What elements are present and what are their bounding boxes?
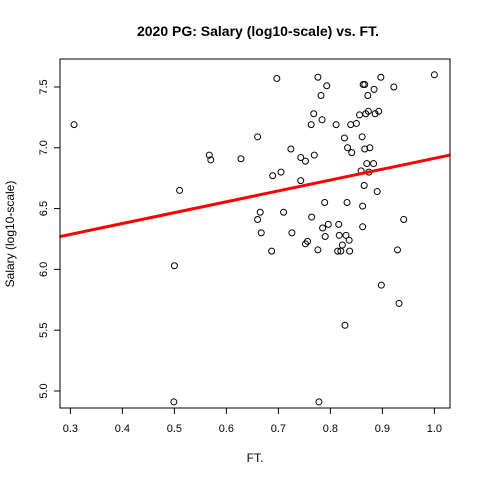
data-point (277, 168, 285, 176)
data-point (370, 160, 378, 168)
x-tick-label: 0.9 (375, 423, 390, 435)
data-point (371, 110, 379, 118)
data-point (361, 145, 369, 153)
data-point (254, 133, 262, 141)
data-point (358, 133, 366, 141)
data-point (324, 220, 332, 228)
data-point (363, 160, 371, 168)
data-point (347, 121, 355, 129)
data-point (334, 247, 342, 255)
data-point (340, 134, 348, 142)
data-point (318, 116, 326, 124)
y-tick-label: 7.5 (38, 79, 50, 94)
x-tick-label: 0.4 (115, 423, 130, 435)
data-point (341, 321, 349, 329)
data-point (430, 71, 438, 79)
data-point (400, 216, 408, 224)
y-tick-label: 6.0 (38, 262, 50, 277)
data-point (170, 398, 178, 406)
data-point (342, 231, 350, 239)
data-point (343, 198, 351, 206)
data-point (237, 155, 245, 163)
data-point (375, 107, 383, 115)
x-tick-label: 0.3 (63, 423, 78, 435)
data-point (308, 213, 316, 221)
data-point (360, 181, 368, 189)
data-point (319, 224, 327, 232)
y-tick-label: 7.0 (38, 140, 50, 155)
y-tick-label: 6.5 (38, 201, 50, 216)
data-point (364, 91, 372, 99)
data-point (361, 81, 369, 89)
data-point (393, 246, 401, 254)
y-axis: 5.0 5.5 6.0 6.5 7.0 7.5 (38, 79, 61, 399)
data-point (335, 220, 343, 228)
data-point (310, 151, 318, 159)
data-point (297, 177, 305, 185)
x-tick-label: 0.8 (323, 423, 338, 435)
data-point (288, 229, 296, 237)
chart-title: 2020 PG: Salary (log10-scale) vs. FT. (137, 23, 379, 39)
data-point (370, 85, 378, 93)
data-point (359, 223, 367, 231)
data-point (352, 119, 360, 127)
data-point (273, 74, 281, 82)
x-axis-label: FT. (247, 451, 264, 465)
data-point (321, 198, 329, 206)
data-point (345, 236, 353, 244)
data-point (304, 237, 312, 245)
x-tick-label: 0.5 (167, 423, 182, 435)
data-point (373, 188, 381, 196)
data-point (170, 262, 178, 270)
data-point (395, 299, 403, 307)
data-point (207, 156, 215, 164)
plot-frame (59, 58, 451, 409)
data-point (307, 121, 315, 129)
data-point (176, 186, 184, 194)
data-point (364, 107, 372, 115)
data-point (356, 111, 364, 119)
data-point (310, 110, 318, 118)
data-point (314, 246, 322, 254)
data-point (359, 202, 367, 210)
data-point (256, 208, 264, 216)
data-point (297, 153, 305, 161)
data-point (268, 247, 276, 255)
x-tick-label: 0.7 (271, 423, 286, 435)
data-point (205, 151, 213, 159)
data-point (344, 144, 352, 152)
data-point (377, 73, 385, 81)
data-point (254, 216, 262, 224)
x-axis: 0.3 0.4 0.5 0.6 0.7 0.8 0.9 1.0 (63, 407, 442, 435)
data-point (348, 149, 356, 157)
data-point (377, 281, 385, 289)
data-point (280, 208, 288, 216)
data-point (390, 83, 398, 91)
y-tick-label: 5.5 (38, 323, 50, 338)
data-point (366, 144, 374, 152)
y-tick-label: 5.0 (38, 383, 50, 398)
data-point (315, 398, 323, 406)
points-layer (70, 71, 438, 406)
data-point (287, 145, 295, 153)
regression-line (59, 153, 451, 239)
data-point (321, 233, 329, 241)
data-point (269, 172, 277, 180)
data-point (332, 121, 340, 129)
x-tick-label: 1.0 (427, 423, 442, 435)
data-point (70, 121, 78, 129)
x-tick-label: 0.6 (219, 423, 234, 435)
data-point (317, 91, 325, 99)
data-point (314, 73, 322, 81)
data-point (257, 229, 265, 237)
y-axis-label: Salary (log10-scale) (3, 181, 17, 288)
data-point (335, 231, 343, 239)
data-point (338, 241, 346, 249)
data-point (323, 82, 331, 90)
data-point (301, 157, 309, 165)
data-point (346, 247, 354, 255)
